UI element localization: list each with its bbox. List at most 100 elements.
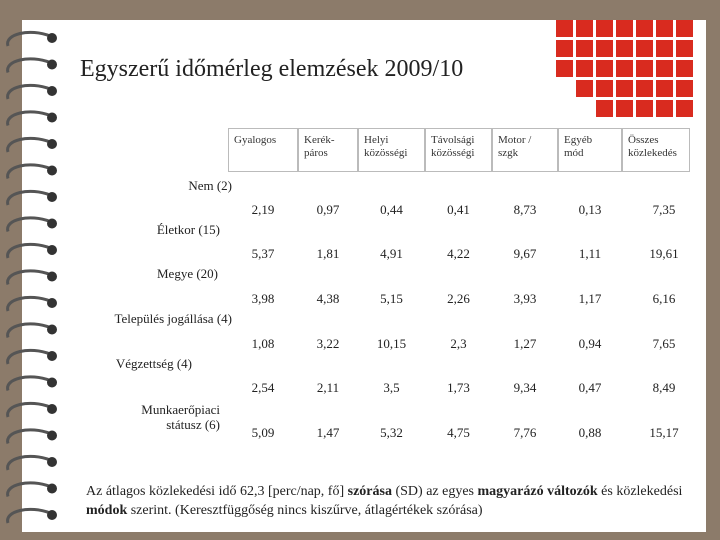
table-cell: 4,22: [447, 246, 470, 261]
label-line: Megye (20): [156, 266, 218, 281]
column-header: Gyalogos: [228, 128, 298, 172]
table-cell: 0,88: [578, 425, 602, 440]
spiral-hole: [47, 298, 57, 308]
column-header: Motor / szgk: [492, 128, 558, 172]
table-cell: 2,3: [450, 336, 467, 351]
grid-square: [656, 100, 673, 117]
column-header: Összes közlekedés: [622, 128, 690, 172]
header-line: közlekedés: [628, 147, 677, 159]
grid-square: [676, 20, 693, 37]
grid-square: [596, 60, 613, 77]
grid-square: [656, 80, 673, 97]
grid-square: [616, 20, 633, 37]
grid-square: [616, 40, 633, 57]
spiral-hole: [47, 457, 57, 467]
table-cell: 7,65: [652, 336, 676, 351]
grid-square: [676, 100, 693, 117]
spiral-ring: [6, 428, 51, 444]
table-cell: 1,81: [316, 246, 340, 261]
title: Egyszerű időmérleg elemzések 2009/10: [80, 56, 464, 82]
grid-square: [596, 20, 613, 37]
table-cell: 3,98: [251, 291, 275, 306]
grid-square: [596, 80, 613, 97]
table-cell: 0,97: [316, 202, 340, 217]
table-cell: 2,54: [251, 380, 275, 395]
row-label: Életkor (15): [157, 222, 220, 237]
spiral-hole: [47, 483, 57, 494]
table-cell: 4,75: [447, 425, 470, 440]
column-header: Kerék-páros: [298, 128, 358, 172]
footer-text: és közlekedési: [597, 484, 683, 499]
spiral-hole: [47, 271, 57, 282]
label-line: státusz (6): [166, 417, 220, 432]
grid-square: [556, 40, 573, 57]
table-cell: 1,27: [513, 336, 537, 351]
table-cell: 9,67: [513, 246, 537, 261]
spiral-ring: [6, 163, 51, 179]
spiral-hole: [47, 510, 57, 520]
table-cell: 1,08: [251, 336, 275, 351]
spiral-hole: [47, 86, 57, 96]
table-cell: 19,61: [649, 246, 679, 261]
table-cell: 2,11: [316, 380, 340, 395]
label-line: Nem (2): [188, 178, 232, 193]
spiral-ring: [6, 57, 51, 73]
spiral-hole: [47, 218, 57, 229]
table-cell: 1,73: [447, 380, 470, 395]
footer-text: (SD) az egyes: [391, 484, 478, 499]
spiral-ring: [6, 30, 51, 47]
column-header: Helyi közösségi: [358, 128, 425, 172]
row-label: Munkaerőpiaci státusz (6): [141, 402, 220, 432]
spiral-ring: [6, 375, 51, 391]
table-cell: 6,16: [652, 291, 676, 306]
grid-square: [576, 80, 593, 97]
table-cell: 3,22: [316, 336, 340, 351]
table-cell: 8,49: [652, 380, 676, 395]
grid-square: [636, 20, 653, 37]
spiral-ring: [6, 110, 51, 126]
spiral-ring: [6, 269, 51, 285]
footer-text: módok: [86, 503, 128, 518]
spiral-ring: [6, 295, 51, 312]
table-cell: 1,47: [316, 425, 340, 440]
table-cell: 15,17: [649, 425, 679, 440]
spiral-hole: [47, 192, 57, 202]
label-line: Település jogállása (4): [114, 311, 233, 326]
header-line: mód: [564, 147, 584, 159]
header-line: Gyalogos: [234, 134, 277, 146]
spiral-ring: [6, 322, 51, 338]
table-cell: 3,5: [383, 380, 400, 395]
footer-text: Az átlagos közlekedési idő 62,3 [perc/na…: [86, 484, 348, 499]
grid-square: [636, 40, 653, 57]
spiral-ring: [6, 401, 51, 418]
grid-square: [596, 100, 613, 117]
table-cell: 1,17: [578, 291, 602, 306]
table-cell: 9,34: [513, 380, 537, 395]
grid-square: [636, 80, 653, 97]
header-line: közösségi: [364, 147, 408, 159]
table-cell: 7,35: [652, 202, 676, 217]
header-line: Távolsági: [431, 134, 475, 146]
row-label: Megye (20): [157, 266, 218, 281]
spiral-hole: [47, 377, 57, 388]
spiral-ring: [6, 189, 51, 206]
row-label: Végzettség (4): [116, 356, 192, 371]
header-line: páros: [304, 147, 328, 159]
grid-square: [676, 80, 693, 97]
footer-text: szórása: [347, 484, 392, 499]
grid-square: [616, 80, 633, 97]
spiral-hole: [47, 112, 57, 123]
column-header: Egyéb mód: [558, 128, 622, 172]
label-line: Munkaerőpiaci: [141, 402, 220, 417]
table-cell: 0,41: [447, 202, 470, 217]
table-cell: 5,15: [380, 291, 403, 306]
grid-square: [676, 40, 693, 57]
grid-square: [556, 60, 573, 77]
table-cell: 0,13: [578, 202, 602, 217]
grid-square: [576, 20, 593, 37]
grid-square: [636, 100, 653, 117]
grid-square: [616, 100, 633, 117]
table-cell: 5,37: [251, 246, 275, 261]
footer-text: szerint. (Keresztfüggőség nincs kiszűrve…: [127, 503, 483, 518]
